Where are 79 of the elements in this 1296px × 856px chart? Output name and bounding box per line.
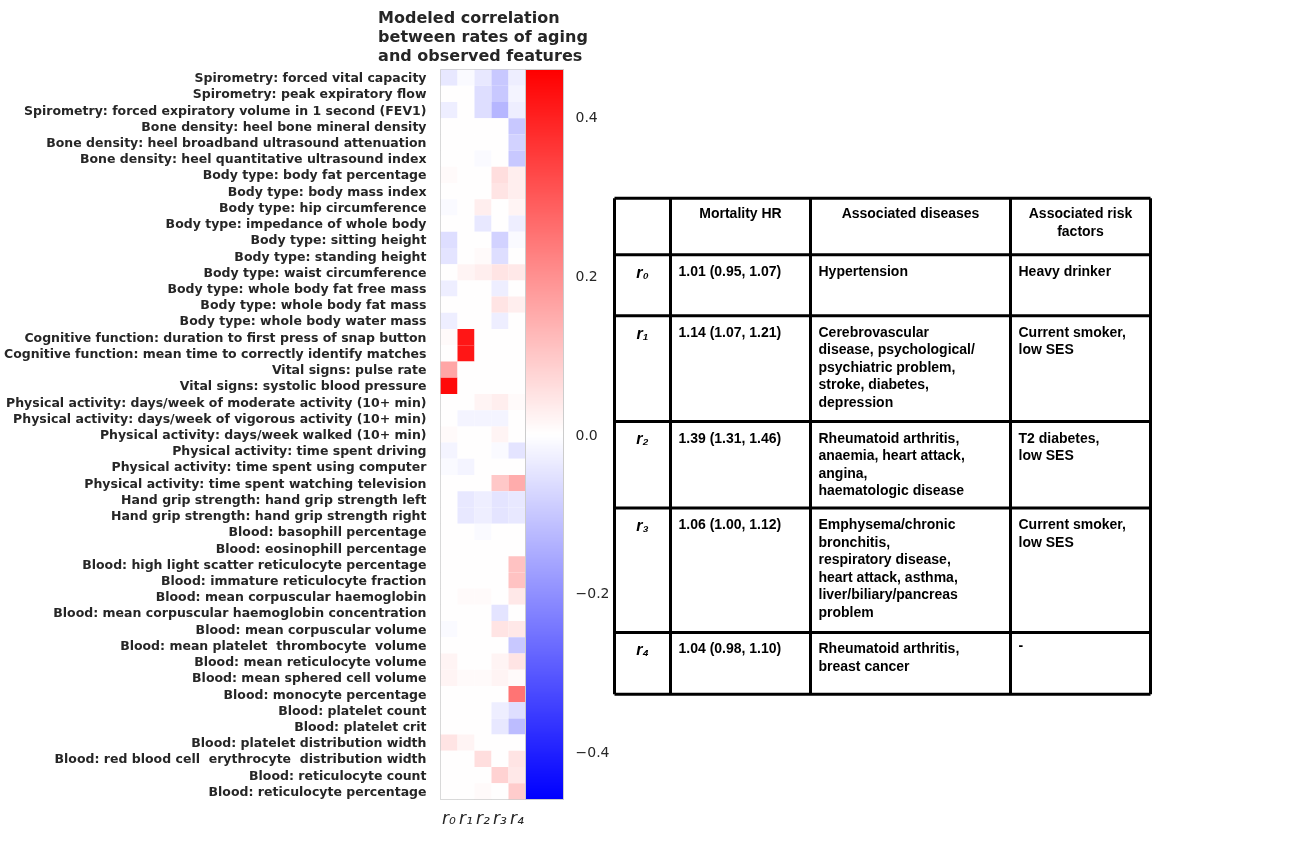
y-tick-label: Physical activity: days/week walked (10+ min) (99, 427, 427, 442)
text: Heavy drinker (1018, 262, 1112, 279)
x-tick-label: r₀ (442, 807, 457, 828)
y-tick-label: Body type: whole body water mass (179, 313, 427, 329)
text: 1.39 (1.31, 1.46) (678, 429, 782, 446)
y-tick-label: Blood: reticulocyte count (249, 767, 427, 783)
text: Hypertension (818, 262, 908, 279)
y-tick-label: Blood: platelet crit (294, 719, 427, 734)
text: 1.04 (0.98, 1.10) (678, 640, 782, 657)
y-tick-label: Cognitive function: duration to first press of snap button (24, 329, 427, 345)
y-tick-label: Blood: mean corpuscular haemoglobin (155, 589, 427, 605)
y-tick-label: Blood: reticulocyte percentage (208, 783, 427, 799)
y-tick-label: Blood: basophill percentage (228, 524, 427, 540)
y-tick-label: Blood: mean sphered cell volume (192, 670, 427, 686)
y-tick-label: Body type: standing height (234, 248, 427, 264)
category-label: Mortality HR (699, 205, 782, 222)
text: 1.01 (0.95, 1.07) (678, 262, 782, 279)
y-tick-label: Blood: platelet count (278, 702, 427, 718)
category-label: r₂ (636, 430, 649, 448)
chart-title: Modeled correlation between rates of aging and observed features (378, 7, 588, 65)
color-bar-label: 0.2 (575, 267, 598, 284)
category-label: r₃ (636, 516, 649, 534)
y-tick-label: Blood: immature reticulocyte fraction (160, 573, 427, 588)
y-tick-label: Physical activity: time spent using computer (111, 459, 428, 475)
y-tick-label: Body type: impedance of whole body (165, 216, 427, 232)
y-tick-label: Blood: high light scatter reticulocyte percentage (82, 556, 427, 572)
y-tick-label: Physical activity: time spent watching television (84, 475, 427, 491)
color-bar-label: 0.0 (575, 426, 598, 443)
text: Current smoker, low SES (1018, 515, 1126, 550)
y-tick-label: Physical activity: time spent driving (172, 443, 427, 459)
text: Rheumatoid arthritis, anaemia, heart attack, angina, haematologic disease (818, 429, 965, 499)
y-tick-label: Hand grip strength: hand grip strength left (121, 491, 427, 507)
text: Emphysema/chronic bronchitis, respiratory disease, heart attack, asthma, liver/biliary/pancreas problem (818, 515, 958, 620)
y-tick-label: Body type: whole body fat free mass (167, 281, 427, 296)
x-tick-label: r₄ (510, 807, 525, 828)
y-tick-label: Bone density: heel quantitative ultrasound index (80, 151, 427, 167)
text: - (1018, 637, 1024, 654)
y-tick-label: Body type: hip circumference (219, 199, 427, 215)
y-tick-label: Blood: eosinophill percentage (215, 540, 427, 556)
text: 1.14 (1.07, 1.21) (678, 323, 782, 340)
y-tick-label: Cognitive function: mean time to correctly identify matches (3, 345, 427, 361)
y-tick-label: Blood: mean reticulocyte volume (194, 654, 427, 670)
text: Rheumatoid arthritis, breast cancer (818, 640, 960, 674)
y-tick-label: Physical activity: days/week of vigorous activity (10+ min) (13, 410, 427, 426)
y-tick-label: Body type: whole body fat mass (200, 297, 427, 313)
color-bar-label: −0.2 (575, 585, 610, 602)
text: T2 diabetes, low SES (1018, 429, 1100, 464)
y-tick-label: Blood: mean platelet thrombocyte volume (120, 637, 427, 653)
color-bar-label: 0.4 (575, 109, 598, 126)
category-label: r₄ (636, 641, 649, 659)
y-tick-label: Body type: body fat percentage (202, 167, 427, 183)
y-tick-label: Body type: body mass index (227, 183, 427, 199)
text: 1.06 (1.00, 1.12) (678, 515, 782, 532)
y-tick-label: Body type: sitting height (250, 232, 427, 248)
y-tick-label: Bone density: heel broadband ultrasound attenuation (46, 135, 427, 150)
y-tick-label: Spirometry: forced expiratory volume in 1 second (FEV1) (24, 102, 427, 118)
category-label: Associated risk factors (1028, 205, 1133, 239)
y-tick-label: Blood: red blood cell erythrocyte distribution width (54, 751, 427, 767)
y-tick-label: Body type: waist circumference (203, 264, 427, 280)
y-tick-label: Blood: monocyte percentage (223, 686, 427, 702)
y-tick-label: Blood: mean corpuscular volume (195, 621, 427, 637)
text: Cerebrovascular disease, psychological/ psychiatric problem, stroke, diabetes, depression (818, 323, 975, 411)
y-tick-label: Spirometry: forced vital capacity (194, 70, 427, 86)
y-tick-label: Blood: mean corpuscular haemoglobin concentration (53, 605, 427, 621)
color-bar-label: −0.4 (575, 743, 610, 760)
text: Current smoker, low SES (1018, 323, 1126, 358)
y-tick-label: Physical activity: days/week of moderate activity (10+ min) (6, 394, 427, 410)
y-tick-label: Hand grip strength: hand grip strength right (110, 508, 427, 524)
category-label: r₀ (636, 263, 649, 281)
category-label: r₁ (636, 324, 649, 342)
y-tick-label: Vital signs: pulse rate (271, 362, 427, 378)
x-tick-label: r₂ (476, 807, 491, 828)
y-tick-label: Vital signs: systolic blood pressure (179, 378, 427, 394)
y-tick-label: Spirometry: peak expiratory flow (192, 86, 427, 102)
x-tick-label: r₁ (459, 807, 473, 828)
y-tick-label: Blood: platelet distribution width (191, 735, 427, 751)
category-label: Associated diseases (841, 205, 980, 222)
y-tick-label: Bone density: heel bone mineral density (141, 118, 427, 134)
x-tick-label: r₃ (493, 807, 508, 828)
